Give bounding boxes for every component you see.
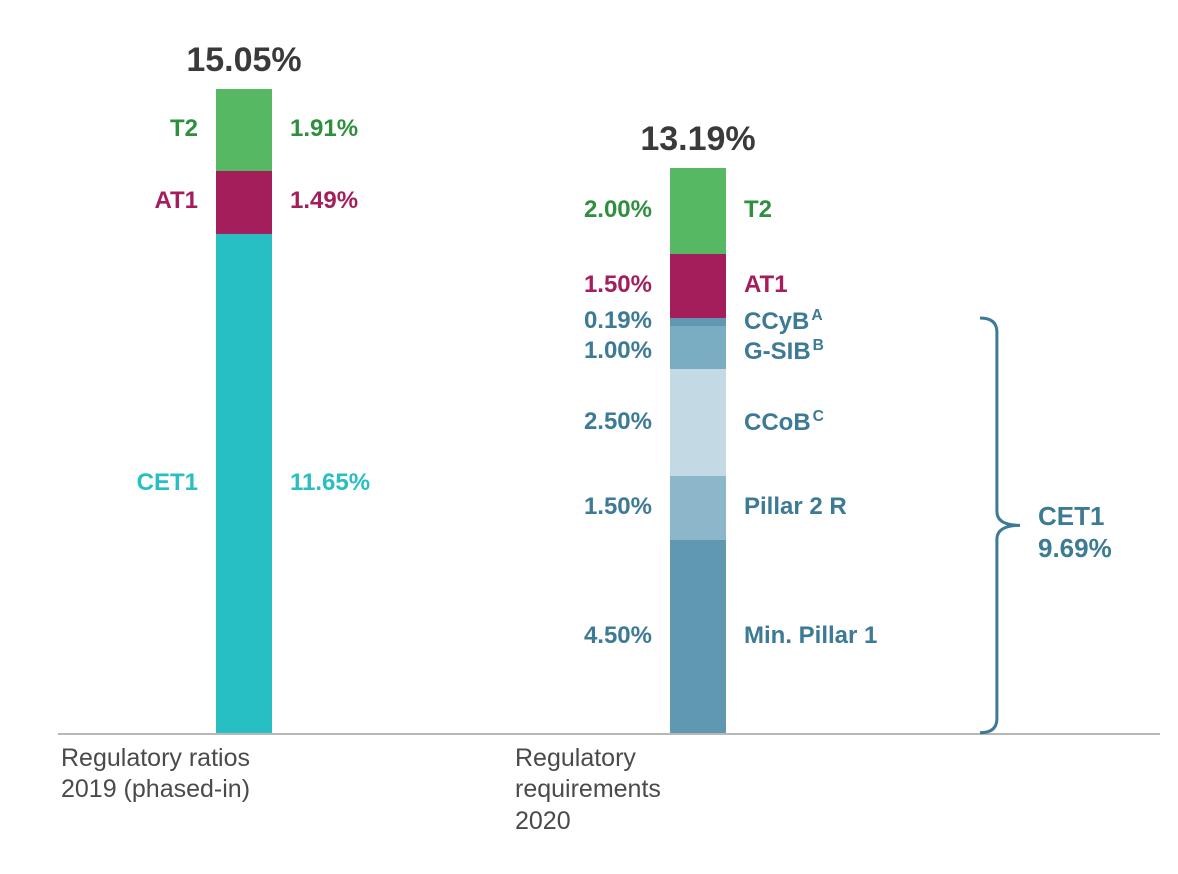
pct-requirements-2020-min-p1: 4.50% [482, 622, 652, 650]
capital-ratio-chart: 15.05% Regulatory ratios2019 (phased-in) 1… [0, 0, 1178, 874]
name-requirements-2020-t2-req: T2 [744, 196, 914, 224]
seg-ratios-2019-cet1 [216, 234, 272, 733]
pct-requirements-2020-p2r: 1.50% [482, 493, 652, 521]
seg-requirements-2020-t2-req [670, 168, 726, 254]
name-requirements-2020-ccyb: CCyBA [744, 307, 914, 336]
pct-requirements-2020-at1-req: 1.50% [482, 271, 652, 299]
brace-label-requirements-2020: CET19.69% [1038, 500, 1112, 565]
pct-ratios-2019-t2: 1.91% [290, 115, 460, 143]
name-requirements-2020-min-p1: Min. Pillar 1 [744, 622, 914, 650]
pct-requirements-2020-ccob: 2.50% [482, 408, 652, 436]
seg-requirements-2020-ccyb [670, 318, 726, 326]
name-requirements-2020-ccob: CCoBC [744, 408, 914, 437]
seg-ratios-2019-t2 [216, 89, 272, 171]
xlabel-requirements-2020: Regulatoryrequirements2020 [515, 743, 661, 837]
name-requirements-2020-at1-req: AT1 [744, 271, 914, 299]
pct-ratios-2019-cet1: 11.65% [290, 469, 460, 497]
total-ratios-2019: 15.05% [134, 41, 354, 80]
name-ratios-2019-t2: T2 [28, 115, 198, 143]
seg-requirements-2020-at1-req [670, 254, 726, 318]
pct-requirements-2020-gsib: 1.00% [482, 337, 652, 365]
seg-requirements-2020-gsib [670, 326, 726, 369]
pct-ratios-2019-at1: 1.49% [290, 187, 460, 215]
seg-requirements-2020-ccob [670, 369, 726, 476]
seg-requirements-2020-min-p1 [670, 540, 726, 733]
pct-requirements-2020-ccyb: 0.19% [482, 307, 652, 335]
total-requirements-2020: 13.19% [588, 120, 808, 159]
name-ratios-2019-cet1: CET1 [28, 469, 198, 497]
brace-requirements-2020 [976, 308, 1034, 743]
name-ratios-2019-at1: AT1 [28, 187, 198, 215]
name-requirements-2020-p2r: Pillar 2 R [744, 493, 914, 521]
seg-ratios-2019-at1 [216, 171, 272, 235]
pct-requirements-2020-t2-req: 2.00% [482, 196, 652, 224]
seg-requirements-2020-p2r [670, 476, 726, 540]
xlabel-ratios-2019: Regulatory ratios2019 (phased-in) [61, 743, 250, 806]
name-requirements-2020-gsib: G-SIBB [744, 337, 914, 366]
